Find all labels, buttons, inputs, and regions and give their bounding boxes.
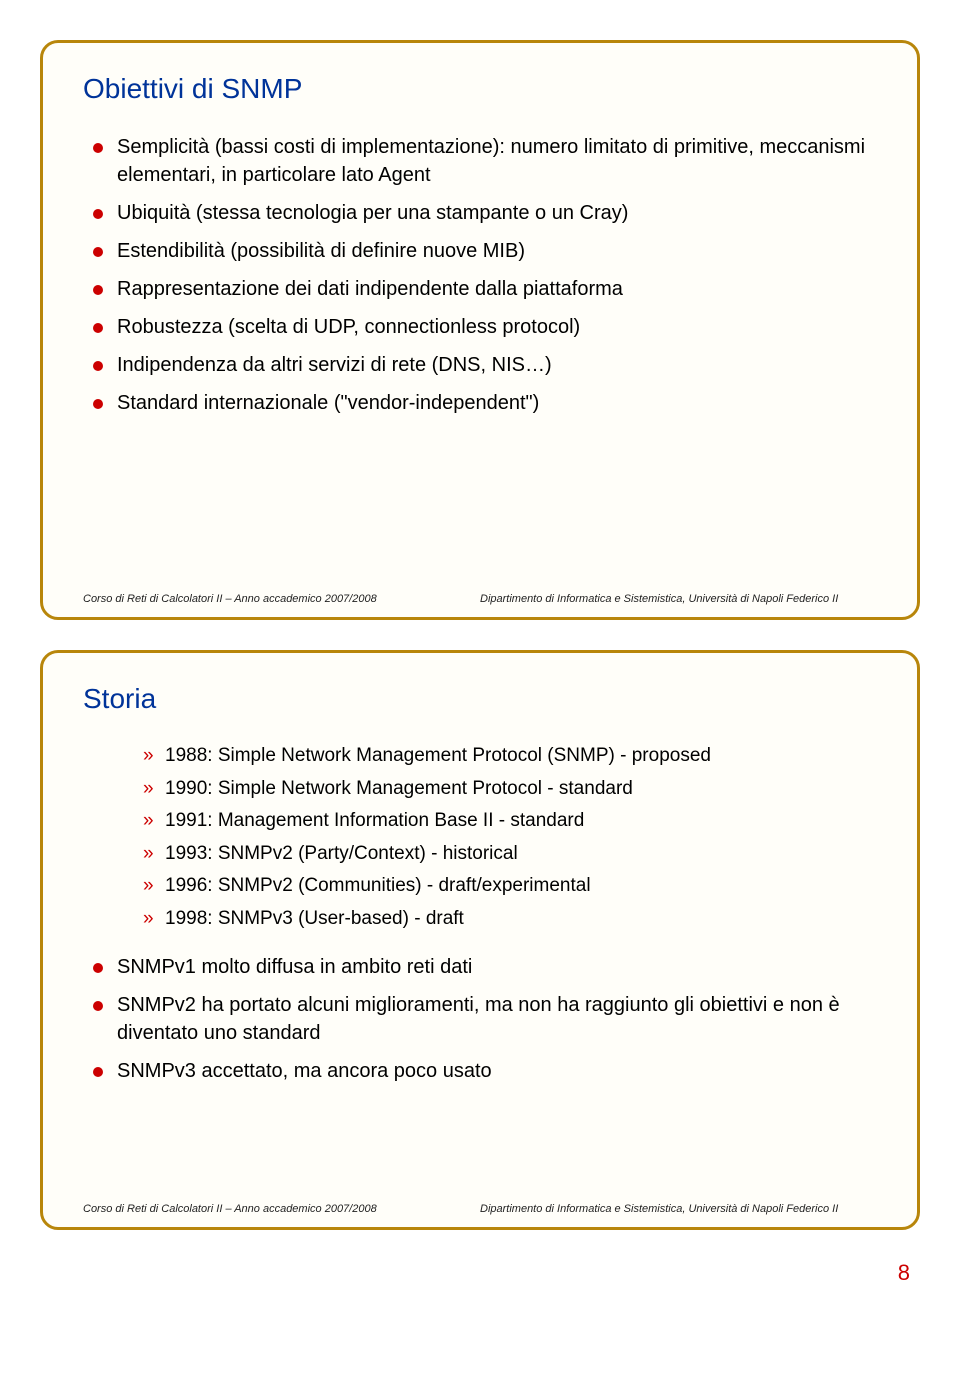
bullet-item: Semplicità (bassi costi di implementazio…: [89, 133, 877, 189]
bullet-item: Estendibilità (possibilità di definire n…: [89, 237, 877, 265]
footer-right: Dipartimento di Informatica e Sistemisti…: [480, 593, 877, 605]
sub-item: 1998: SNMPv3 (User-based) - draft: [143, 906, 877, 933]
slide-storia: Storia 1988: Simple Network Management P…: [40, 650, 920, 1230]
slide-footer: Corso di Reti di Calcolatori II – Anno a…: [83, 1203, 877, 1215]
bullet-list: SNMPv1 molto diffusa in ambito reti dati…: [83, 953, 877, 1085]
bullet-item: Standard internazionale ("vendor-indepen…: [89, 389, 877, 417]
slide-obiettivi: Obiettivi di SNMP Semplicità (bassi cost…: [40, 40, 920, 620]
bullet-item: SNMPv1 molto diffusa in ambito reti dati: [89, 953, 877, 981]
footer-left: Corso di Reti di Calcolatori II – Anno a…: [83, 1203, 480, 1215]
sub-item: 1990: Simple Network Management Protocol…: [143, 776, 877, 803]
bullet-item: Robustezza (scelta di UDP, connectionles…: [89, 313, 877, 341]
slide-footer: Corso di Reti di Calcolatori II – Anno a…: [83, 593, 877, 605]
bullet-item: Rappresentazione dei dati indipendente d…: [89, 275, 877, 303]
sub-item: 1993: SNMPv2 (Party/Context) - historica…: [143, 841, 877, 868]
footer-right: Dipartimento di Informatica e Sistemisti…: [480, 1203, 877, 1215]
sub-item: 1988: Simple Network Management Protocol…: [143, 743, 877, 770]
bullet-item: Ubiquità (stessa tecnologia per una stam…: [89, 199, 877, 227]
sub-item: 1996: SNMPv2 (Communities) - draft/exper…: [143, 873, 877, 900]
footer-left: Corso di Reti di Calcolatori II – Anno a…: [83, 593, 480, 605]
sub-list: 1988: Simple Network Management Protocol…: [83, 743, 877, 933]
bullet-item: Indipendenza da altri servizi di rete (D…: [89, 351, 877, 379]
bullet-list: Semplicità (bassi costi di implementazio…: [83, 133, 877, 417]
bullet-item: SNMPv3 accettato, ma ancora poco usato: [89, 1057, 877, 1085]
slide-title: Storia: [83, 683, 877, 715]
page-number: 8: [40, 1260, 920, 1286]
sub-item: 1991: Management Information Base II - s…: [143, 808, 877, 835]
bullet-item: SNMPv2 ha portato alcuni miglioramenti, …: [89, 991, 877, 1047]
slide-title: Obiettivi di SNMP: [83, 73, 877, 105]
